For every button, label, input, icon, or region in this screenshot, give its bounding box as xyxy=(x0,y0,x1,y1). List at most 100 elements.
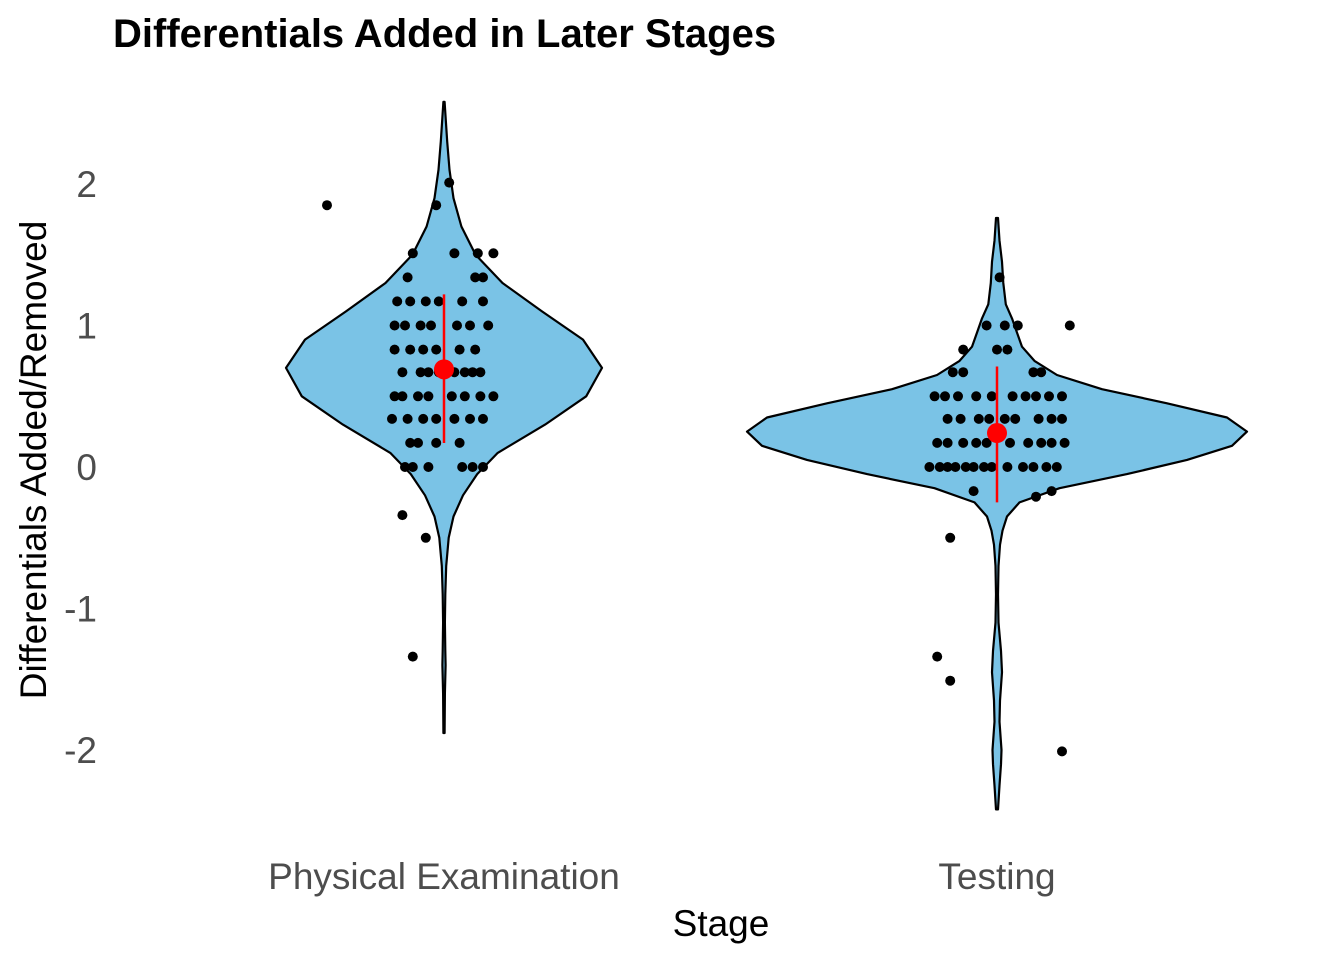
data-point xyxy=(470,272,481,283)
data-point xyxy=(407,462,418,472)
data-point xyxy=(465,413,475,424)
violin-group-physical-examination xyxy=(284,100,604,735)
data-point xyxy=(979,462,989,472)
data-point xyxy=(452,320,462,331)
data-point xyxy=(1005,437,1015,448)
data-point xyxy=(407,651,418,662)
data-point xyxy=(973,413,984,424)
data-point xyxy=(929,391,940,402)
data-point xyxy=(1020,391,1031,402)
data-point xyxy=(942,462,953,472)
data-point xyxy=(950,462,961,472)
y-tick-label: -2 xyxy=(64,730,97,771)
x-tick-label: Testing xyxy=(938,856,1055,897)
x-axis-ticks: Physical Examination Testing xyxy=(268,856,1055,897)
data-point xyxy=(1051,462,1062,472)
data-point xyxy=(1059,437,1070,448)
data-point xyxy=(1041,462,1052,472)
data-point xyxy=(400,320,410,331)
data-point xyxy=(1028,462,1039,472)
data-point xyxy=(397,391,408,402)
data-point xyxy=(457,462,468,472)
data-point xyxy=(397,367,408,378)
data-point xyxy=(958,344,969,355)
data-point xyxy=(457,296,468,307)
data-point xyxy=(405,296,416,307)
data-point xyxy=(478,462,488,472)
data-point xyxy=(488,248,499,259)
data-point xyxy=(1028,367,1039,378)
data-point xyxy=(947,367,958,378)
data-point xyxy=(992,344,1002,355)
data-point xyxy=(415,367,426,378)
data-point xyxy=(1002,344,1013,355)
data-point xyxy=(459,391,470,402)
violin-shape xyxy=(745,216,1249,811)
y-tick-label: 2 xyxy=(76,164,97,205)
data-point xyxy=(1046,486,1057,497)
data-point xyxy=(1031,391,1041,402)
y-axis-label: Differentials Added/Removed xyxy=(13,221,54,700)
data-point xyxy=(472,248,483,259)
data-point xyxy=(467,367,478,378)
data-point xyxy=(423,391,434,402)
data-point xyxy=(389,344,400,355)
data-point xyxy=(1018,462,1028,472)
data-point xyxy=(433,296,444,307)
y-tick-label: 1 xyxy=(76,306,97,347)
data-point xyxy=(413,391,423,402)
summary-mean-point xyxy=(434,359,454,380)
data-point xyxy=(389,391,400,402)
data-point xyxy=(999,320,1010,331)
data-point xyxy=(1046,437,1057,448)
data-point xyxy=(475,391,486,402)
data-point xyxy=(1036,367,1047,378)
data-point xyxy=(387,413,397,424)
data-point xyxy=(1057,413,1067,424)
data-point xyxy=(1012,320,1023,331)
data-point xyxy=(402,413,413,424)
data-point xyxy=(960,462,971,472)
data-point xyxy=(392,296,403,307)
data-point xyxy=(431,437,442,448)
data-point xyxy=(932,651,943,662)
data-point xyxy=(968,462,979,472)
data-point xyxy=(1046,413,1057,424)
data-point xyxy=(958,437,969,448)
data-point xyxy=(986,462,997,472)
data-point xyxy=(945,532,956,543)
data-point xyxy=(402,272,413,283)
data-point xyxy=(478,272,488,283)
data-point xyxy=(932,437,943,448)
data-point xyxy=(1044,391,1054,402)
data-point xyxy=(423,462,434,472)
data-point xyxy=(478,296,488,307)
data-point xyxy=(389,320,400,331)
data-point xyxy=(418,413,429,424)
data-point xyxy=(405,437,416,448)
data-point xyxy=(413,437,423,448)
data-point xyxy=(942,437,953,448)
data-point xyxy=(444,177,455,188)
data-point xyxy=(999,413,1010,424)
data-point xyxy=(322,200,332,211)
data-point xyxy=(1057,746,1067,757)
data-point xyxy=(483,320,494,331)
data-point xyxy=(400,462,410,472)
data-point xyxy=(470,344,481,355)
data-point xyxy=(968,486,979,497)
data-point xyxy=(467,462,478,472)
data-point xyxy=(449,248,460,259)
x-tick-label: Physical Examination xyxy=(268,856,620,897)
violin-group-testing xyxy=(745,216,1249,811)
data-point xyxy=(1023,437,1034,448)
data-point xyxy=(1057,391,1067,402)
data-point xyxy=(431,344,442,355)
data-point xyxy=(426,320,436,331)
data-point xyxy=(984,413,995,424)
data-point xyxy=(478,413,488,424)
data-point xyxy=(407,248,418,259)
y-tick-label: 0 xyxy=(76,447,97,488)
data-point xyxy=(1033,413,1044,424)
data-point xyxy=(423,367,434,378)
